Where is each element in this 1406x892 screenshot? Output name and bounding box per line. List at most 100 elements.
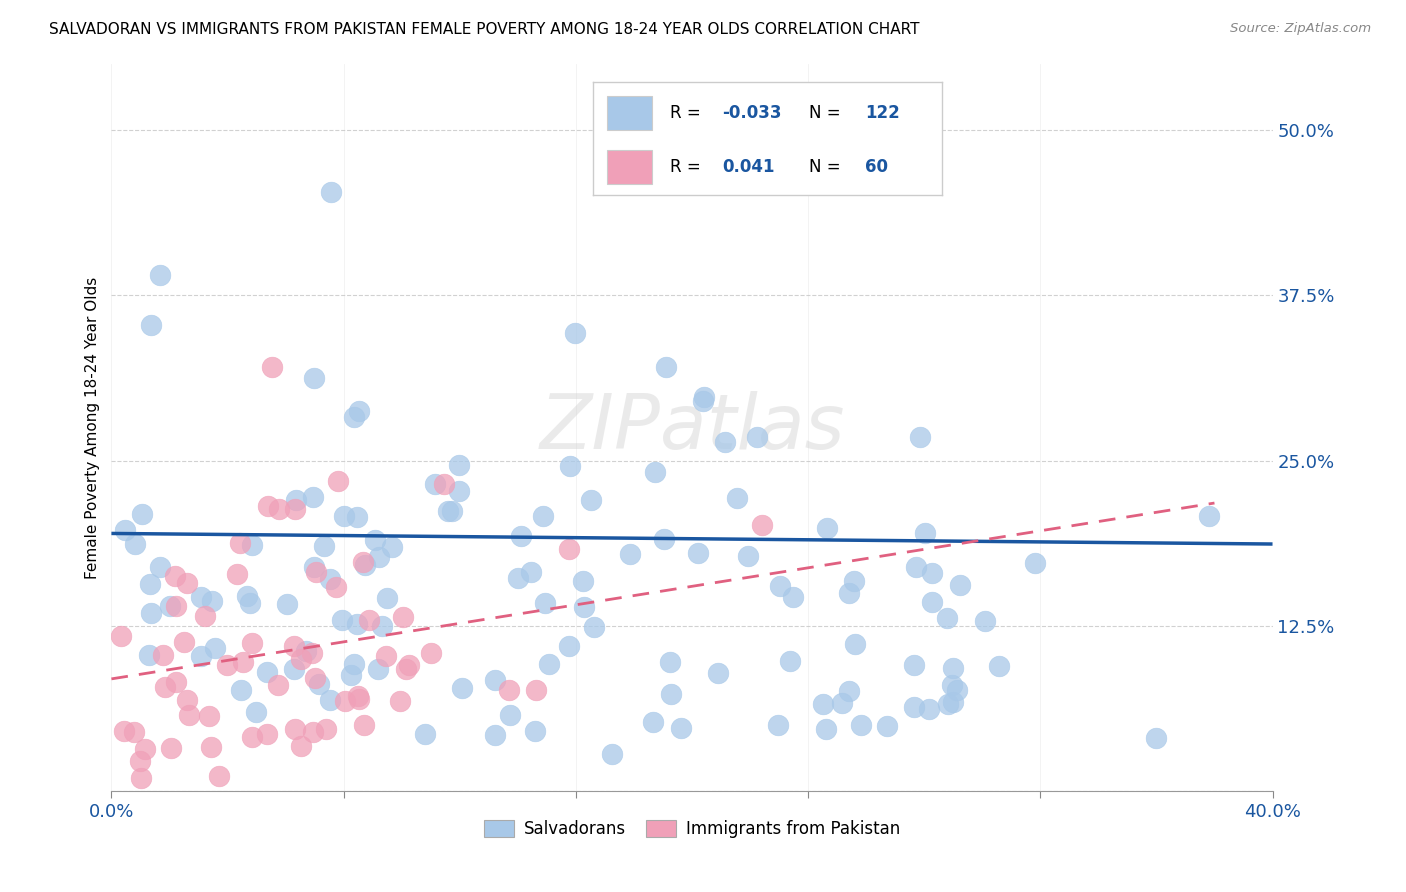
Point [177,707,200,722]
Point [284,723,307,737]
Point [420,646,443,660]
Point [936,611,959,625]
Point [600,747,623,761]
Point [903,700,925,714]
Legend: Salvadorans, Immigrants from Pakistan: Salvadorans, Immigrants from Pakistan [477,814,907,845]
Point [398,657,420,672]
Point [849,718,872,732]
Point [449,483,471,498]
Point [692,390,714,404]
Point [200,739,222,754]
Point [918,702,941,716]
Point [197,709,219,723]
Point [388,694,411,708]
Point [262,360,284,375]
Point [283,639,305,653]
Point [353,558,375,572]
Point [319,693,342,707]
Point [124,725,146,739]
Point [110,629,132,643]
Point [942,695,965,709]
Point [395,662,418,676]
Point [347,691,370,706]
Point [942,661,965,675]
Point [524,724,547,739]
Point [364,533,387,547]
Point [256,665,278,679]
Point [114,523,136,537]
Y-axis label: Female Poverty Among 18-24 Year Olds: Female Poverty Among 18-24 Year Olds [86,277,100,579]
Point [240,538,263,552]
Point [436,504,458,518]
Point [302,371,325,385]
Point [876,719,898,733]
Point [173,635,195,649]
Point [533,596,555,610]
Point [229,683,252,698]
Point [974,614,997,628]
Point [165,599,187,614]
Point [371,619,394,633]
Point [239,596,262,610]
Point [284,493,307,508]
Point [240,636,263,650]
Point [558,639,581,653]
Point [779,654,801,668]
Point [353,717,375,731]
Point [725,491,748,506]
Point [346,510,368,524]
Point [194,608,217,623]
Point [343,657,366,672]
Point [149,268,172,282]
Point [347,403,370,417]
Point [283,662,305,676]
Point [149,559,172,574]
Point [352,555,374,569]
Point [659,687,682,701]
Point [831,696,853,710]
Point [375,591,398,606]
Point [312,539,335,553]
Point [782,590,804,604]
Point [484,673,506,687]
Point [112,724,135,739]
Point [737,549,759,563]
Point [619,547,641,561]
Point [333,694,356,708]
Point [1198,508,1220,523]
Point [208,769,231,783]
Point [988,658,1011,673]
Point [538,657,561,671]
Point [519,566,541,580]
Point [131,508,153,522]
Point [340,668,363,682]
Point [813,697,835,711]
Point [524,682,547,697]
Point [768,717,790,731]
Point [941,678,963,692]
Point [914,525,936,540]
Point [838,586,860,600]
Point [232,655,254,669]
Point [440,504,463,518]
Point [190,649,212,664]
Point [276,597,298,611]
Point [229,536,252,550]
Point [946,683,969,698]
Point [284,502,307,516]
Point [1144,731,1167,745]
Point [131,771,153,785]
Point [838,684,860,698]
Point [498,683,520,698]
Point [308,676,330,690]
Point [381,540,404,554]
Point [506,571,529,585]
Point [163,568,186,582]
Point [558,458,581,473]
Point [713,435,735,450]
Point [295,644,318,658]
Point [686,546,709,560]
Point [844,637,866,651]
Point [692,394,714,409]
Text: Source: ZipAtlas.com: Source: ZipAtlas.com [1230,22,1371,36]
